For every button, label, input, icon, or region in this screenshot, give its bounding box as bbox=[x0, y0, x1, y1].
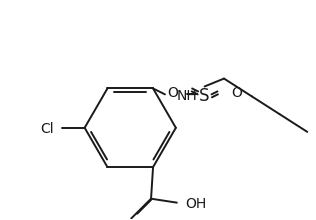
Text: OH: OH bbox=[185, 197, 206, 211]
Text: Cl: Cl bbox=[40, 122, 54, 136]
Text: O: O bbox=[167, 86, 178, 100]
Text: O: O bbox=[231, 86, 242, 100]
Text: S: S bbox=[199, 87, 210, 105]
Text: NH: NH bbox=[177, 89, 198, 103]
